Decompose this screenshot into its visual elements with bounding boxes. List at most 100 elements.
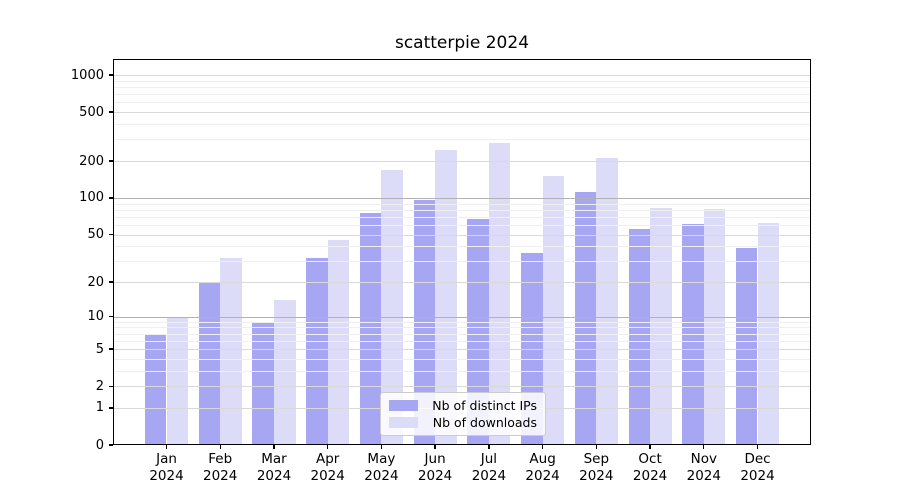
minor-gridline <box>114 327 810 329</box>
y-axis-tick-label: 1000 <box>70 67 104 83</box>
y-axis-tick-label: 10 <box>87 309 104 325</box>
y-axis-tick <box>109 385 113 387</box>
bar-downloads <box>650 208 672 445</box>
y-axis-tick <box>109 348 113 350</box>
minor-gridline <box>114 102 810 104</box>
minor-gridline <box>114 246 810 248</box>
major-gridline <box>114 316 810 318</box>
major-gridline <box>114 349 810 351</box>
bar-downloads <box>703 209 726 445</box>
bar-downloads <box>596 158 618 445</box>
bar-downloads <box>488 143 511 445</box>
bar-distinct-ips <box>359 213 382 445</box>
x-axis-tick-label: Nov 2024 <box>686 451 721 484</box>
minor-gridline <box>114 216 810 218</box>
major-gridline <box>114 161 810 162</box>
legend: Nb of distinct IPs Nb of downloads <box>380 392 546 436</box>
x-axis-tick-label: Feb 2024 <box>203 451 238 484</box>
minor-gridline <box>114 321 810 323</box>
x-axis-tick-label: Dec 2024 <box>740 451 775 484</box>
bar-distinct-ips <box>306 257 328 445</box>
x-axis-tick <box>488 445 490 449</box>
x-axis-tick-label: Oct 2024 <box>632 451 668 484</box>
bar-downloads <box>381 169 403 445</box>
y-axis-tick-label: 5 <box>95 341 104 357</box>
x-axis-tick <box>434 445 436 449</box>
minor-gridline <box>114 139 810 141</box>
minor-gridline <box>114 209 810 211</box>
bar-distinct-ips <box>252 321 274 445</box>
y-axis-tick-label: 500 <box>79 104 104 120</box>
y-axis-tick <box>109 407 113 409</box>
major-gridline <box>114 234 810 236</box>
minor-gridline <box>114 80 810 82</box>
minor-gridline <box>114 203 810 205</box>
bar-distinct-ips <box>144 333 167 445</box>
y-axis-tick <box>109 444 113 446</box>
y-axis-tick <box>109 74 113 76</box>
x-axis-tick <box>595 445 597 449</box>
x-axis-tick <box>327 445 329 449</box>
x-axis-tick-label: Apr 2024 <box>310 451 345 484</box>
minor-gridline <box>114 340 810 342</box>
x-axis-tick <box>380 445 383 449</box>
y-axis-tick <box>109 197 113 199</box>
y-axis-tick <box>109 160 113 162</box>
bar-downloads <box>220 257 242 445</box>
y-axis-tick-label: 50 <box>87 227 104 242</box>
x-axis-tick-label: Jan 2024 <box>149 451 184 484</box>
x-axis-tick-label: Jun 2024 <box>417 451 453 484</box>
x-axis-tick-label: Mar 2024 <box>256 451 292 484</box>
x-axis-tick <box>219 445 221 449</box>
legend-item-distinct-ips: Nb of distinct IPs <box>389 398 537 413</box>
bar-distinct-ips <box>735 247 758 445</box>
x-axis-tick <box>756 445 759 449</box>
y-axis-tick <box>109 111 113 113</box>
major-gridline <box>114 112 810 114</box>
legend-label-distinct-ips: Nb of distinct IPs <box>432 397 537 413</box>
y-axis-tick-label: 2 <box>95 378 104 394</box>
legend-swatch-downloads <box>389 417 418 429</box>
bar-distinct-ips <box>574 191 597 445</box>
x-axis-tick-label: Sep 2024 <box>579 451 614 484</box>
legend-label-downloads: Nb of downloads <box>432 415 537 431</box>
minor-gridline <box>114 370 810 372</box>
major-gridline <box>114 197 810 199</box>
bar-distinct-ips <box>628 229 651 445</box>
legend-swatch-distinct-ips <box>389 399 418 411</box>
major-gridline <box>114 282 810 283</box>
minor-gridline <box>114 333 810 335</box>
minor-gridline <box>114 358 810 360</box>
x-axis-tick <box>273 445 275 449</box>
legend-item-downloads: Nb of downloads <box>389 415 537 430</box>
y-axis-tick-label: 1 <box>95 400 104 416</box>
minor-gridline <box>114 87 810 88</box>
x-axis-tick <box>649 445 651 449</box>
x-axis-tick-label: May 2024 <box>364 451 399 484</box>
y-axis-tick-label: 20 <box>87 274 104 290</box>
major-gridline <box>114 386 810 388</box>
minor-gridline <box>114 224 810 226</box>
x-axis-tick <box>703 445 705 449</box>
major-gridline <box>114 75 810 76</box>
minor-gridline <box>114 261 810 263</box>
x-axis-tick <box>541 445 544 449</box>
bar-distinct-ips <box>467 219 489 445</box>
y-axis-tick-label: 200 <box>79 153 104 169</box>
chart-title: scatterpie 2024 <box>394 33 530 53</box>
minor-gridline <box>114 124 810 125</box>
y-axis-tick <box>109 233 113 236</box>
bar-distinct-ips <box>198 282 221 445</box>
x-axis-tick-label: Aug 2024 <box>525 451 560 484</box>
bar-downloads <box>166 316 189 445</box>
x-axis-tick-label: Jul 2024 <box>471 451 507 484</box>
bar-downloads <box>327 240 350 445</box>
y-axis-tick-label: 0 <box>95 437 104 453</box>
minor-gridline <box>114 94 810 96</box>
y-axis-tick <box>109 315 113 318</box>
y-axis-tick-label: 100 <box>79 190 104 206</box>
bar-downloads <box>542 176 565 445</box>
y-axis-tick <box>109 281 113 283</box>
x-axis-tick <box>165 445 168 449</box>
